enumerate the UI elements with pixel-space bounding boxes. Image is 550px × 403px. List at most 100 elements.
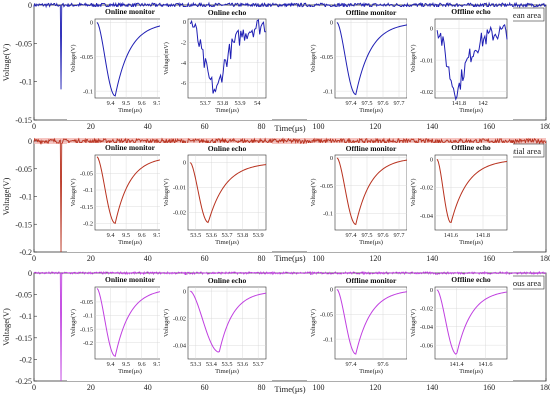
inset-frame bbox=[94, 18, 166, 99]
inset-y-axis-label: Voltage(V) bbox=[310, 45, 317, 73]
x-tick-label: 140 bbox=[426, 383, 438, 392]
x-tick-label: 180 bbox=[540, 383, 550, 392]
inset-y-tick-label: -0.04 bbox=[420, 213, 434, 220]
inset-y-tick-label: 0 bbox=[183, 160, 186, 167]
legend-label: Residential area bbox=[486, 146, 541, 156]
inset-x-tick-label: 9.6 bbox=[138, 100, 146, 107]
x-tick-label: 60 bbox=[201, 122, 209, 131]
inset-y-tick-label: -6 bbox=[181, 80, 186, 87]
inset-x-tick-label: 9.7 bbox=[153, 232, 161, 239]
x-tick-label: 0 bbox=[32, 254, 36, 263]
x-tick-label: 20 bbox=[87, 383, 95, 392]
inset-x-tick-label: 53.4 bbox=[206, 361, 218, 368]
inset-x-axis-label: Time(μs) bbox=[215, 107, 239, 114]
y-tick-label: -0.05 bbox=[15, 291, 32, 300]
inset-x-axis-label: Time(μs) bbox=[459, 107, 483, 114]
inset-3: 97.4 97.5 97.6 97.7 0 -0.05 -0.1 Offline monito… bbox=[307, 143, 413, 252]
x-tick-label: 140 bbox=[426, 122, 438, 131]
inset-y-tick-label: 0 bbox=[183, 288, 186, 295]
inset-y-tick-label: 0 bbox=[430, 156, 433, 163]
inset-frame bbox=[334, 286, 408, 360]
panel-ocean: 0 20 40 60 80 100 120 140 160 180 0 -0.05 -0.1 -0.15 T… bbox=[1, 1, 550, 133]
inset-trace bbox=[436, 289, 508, 355]
inset-y-tick-label: -0.05 bbox=[320, 54, 333, 61]
x-tick-label: 120 bbox=[369, 383, 381, 392]
inset-frame bbox=[94, 154, 166, 231]
inset-frame bbox=[434, 286, 508, 360]
inset-y-axis-label: Voltage(V) bbox=[70, 179, 77, 207]
inset-y-axis-label: Voltage(mV) bbox=[163, 42, 170, 75]
inset-trace bbox=[96, 156, 166, 225]
x-tick-label: 40 bbox=[144, 383, 152, 392]
inset-y-tick-label: -0.04 bbox=[420, 324, 434, 331]
inset-y-axis-label: Voltage(V) bbox=[70, 309, 77, 337]
inset-trace bbox=[336, 22, 408, 96]
inset-x-tick-label: 97.5 bbox=[361, 232, 372, 239]
x-axis-label: Time(μs) bbox=[274, 253, 305, 263]
inset-y-tick-label: -0.04 bbox=[173, 343, 187, 350]
inset-x-tick-label: 53.9 bbox=[253, 232, 264, 239]
x-tick-label: 100 bbox=[312, 122, 324, 131]
y-tick-label: -0.1 bbox=[19, 312, 32, 321]
inset-x-tick-label: 97.4 bbox=[345, 361, 357, 368]
inset-trace bbox=[336, 157, 408, 226]
inset-3: 97.4 97.5 97.6 97.7 0 -0.05 -0.1 Offline monito… bbox=[307, 7, 413, 120]
inset-y-tick-label: -0.02 bbox=[173, 315, 186, 322]
inset-frame bbox=[434, 154, 508, 231]
inset-y-axis-label: Voltage(V) bbox=[410, 45, 417, 73]
legend-label: Ocean area bbox=[503, 10, 541, 20]
inset-trace bbox=[189, 162, 267, 224]
inset-x-tick-label: 97.5 bbox=[361, 100, 372, 107]
inset-x-tick-label: 9.5 bbox=[122, 100, 130, 107]
x-tick-label: 100 bbox=[312, 254, 324, 263]
inset-y-tick-label: -0.05 bbox=[320, 312, 333, 319]
inset-y-tick-label: 0 bbox=[90, 20, 93, 27]
inset-x-tick-label: 97.7 bbox=[393, 232, 404, 239]
inset-trace bbox=[436, 23, 508, 101]
inset-y-axis-label: Voltage(V) bbox=[410, 179, 417, 207]
x-tick-label: 80 bbox=[258, 383, 266, 392]
inset-title: Online monitor bbox=[105, 7, 156, 16]
x-tick-label: 180 bbox=[540, 122, 550, 131]
y-tick-label: 0 bbox=[28, 137, 32, 146]
inset-y-axis-label: Voltage(V) bbox=[310, 309, 317, 337]
inset-y-tick-label: -0.1 bbox=[83, 313, 93, 320]
inset-title: Online monitor bbox=[105, 275, 156, 284]
inset-trace bbox=[189, 19, 267, 94]
main-trace bbox=[33, 137, 547, 253]
inset-x-tick-label: 53.8 bbox=[237, 232, 248, 239]
x-tick-label: 60 bbox=[201, 254, 209, 263]
y-tick-label: 0 bbox=[28, 1, 32, 10]
inset-y-tick-label: 0 bbox=[330, 287, 333, 294]
inset-title: Online echo bbox=[208, 144, 247, 153]
inset-x-tick-label: 53.7 bbox=[221, 232, 232, 239]
inset-y-tick-label: 0 bbox=[330, 20, 333, 27]
inset-x-tick-label: 97.4 bbox=[345, 100, 357, 107]
inset-x-axis-label: Time(μs) bbox=[459, 239, 483, 246]
inset-y-tick-label: -0.02 bbox=[420, 89, 433, 96]
x-tick-label: 80 bbox=[258, 122, 266, 131]
inset-trace bbox=[190, 290, 267, 353]
inset-x-tick-label: 54 bbox=[254, 100, 261, 107]
inset-y-axis-label: Voltage(V) bbox=[70, 45, 77, 73]
inset-x-tick-label: 141.8 bbox=[452, 100, 466, 107]
inset-x-axis-label: Time(μs) bbox=[118, 368, 142, 375]
inset-y-tick-label: -0.1 bbox=[83, 88, 93, 95]
inset-1: 9.4 9.5 9.6 9.7 -0.05 -0.1 -0.15 -0.2 Online mon… bbox=[67, 143, 171, 252]
y-tick-label: -0.05 bbox=[15, 39, 32, 48]
main-trace bbox=[33, 270, 547, 382]
inset-title: Offline monitor bbox=[346, 8, 397, 17]
x-tick-label: 0 bbox=[32, 122, 36, 131]
panel-residential: 0 20 40 60 80 100 120 140 160 180 0 -0.05 -0.1 -0.15 -… bbox=[1, 137, 550, 263]
inset-frame bbox=[334, 154, 408, 231]
inset-x-tick-label: 53.8 bbox=[217, 100, 228, 107]
y-tick-label: -0.25 bbox=[15, 377, 32, 386]
x-tick-label: 180 bbox=[540, 254, 550, 263]
x-tick-label: 120 bbox=[369, 122, 381, 131]
inset-x-tick-label: 9.6 bbox=[138, 361, 146, 368]
inset-x-axis-label: Time(μs) bbox=[459, 368, 483, 375]
x-tick-label: 60 bbox=[201, 383, 209, 392]
inset-frame bbox=[187, 18, 267, 99]
inset-y-axis-label: Voltage(V) bbox=[310, 179, 317, 207]
inset-y-tick-label: 0 bbox=[430, 287, 433, 294]
